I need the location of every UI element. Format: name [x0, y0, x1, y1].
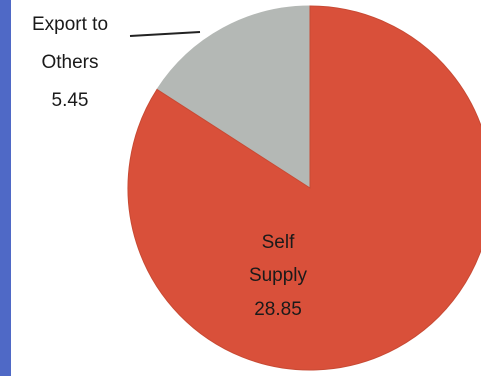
data-label-self-line-2: Supply	[249, 265, 308, 286]
slices-layer	[127, 5, 481, 371]
pie-slice-self-supply	[127, 5, 481, 371]
data-label-export-line-2: Others	[41, 52, 98, 73]
data-label-self-value: 28.85	[254, 299, 302, 320]
data-label-export-value: 5.45	[52, 90, 89, 111]
data-label-export-line-1: Export to	[32, 14, 108, 35]
left-edge-band	[0, 0, 11, 376]
pie-slice-export-to-others	[156, 5, 311, 189]
data-label-self-line-1: Self	[262, 232, 295, 253]
leader-line-export-to-others	[129, 31, 201, 37]
